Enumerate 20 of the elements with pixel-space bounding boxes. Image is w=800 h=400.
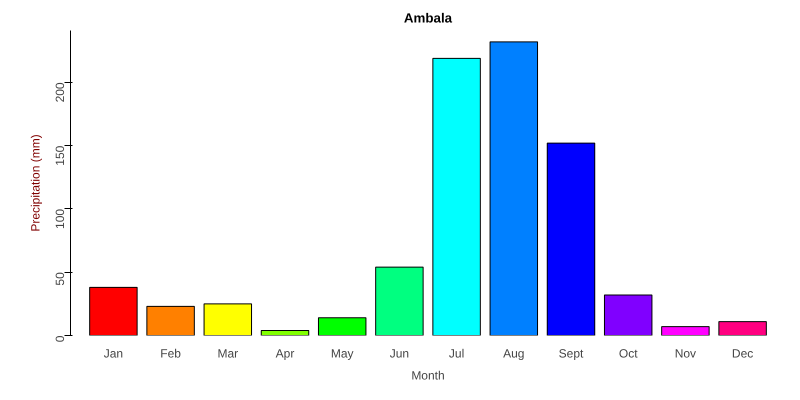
x-tick-label: Nov	[674, 346, 696, 360]
y-tick-label: 50	[53, 272, 67, 286]
x-tick-label: Dec	[732, 346, 754, 360]
x-tick-label: Feb	[160, 346, 182, 360]
x-tick-label: Sept	[558, 346, 584, 360]
x-tick-label: May	[330, 346, 354, 360]
x-tick-label: Jul	[448, 346, 464, 360]
y-tick-label: 100	[53, 208, 67, 229]
chart-title: Ambala	[404, 10, 453, 26]
y-tick-label: 0	[53, 335, 67, 342]
x-tick-label: Jan	[104, 346, 124, 360]
y-tick-label: 200	[53, 82, 67, 102]
x-tick-label: Jun	[390, 346, 410, 360]
y-tick-label: 150	[53, 145, 67, 166]
x-tick-label: Oct	[618, 346, 638, 360]
y-axis-title: Precipitation (mm)	[28, 134, 42, 232]
x-tick-label: Mar	[217, 346, 238, 360]
x-axis-title: Month	[411, 368, 445, 382]
x-tick-label: Aug	[503, 346, 524, 360]
x-tick-label: Apr	[276, 346, 294, 360]
